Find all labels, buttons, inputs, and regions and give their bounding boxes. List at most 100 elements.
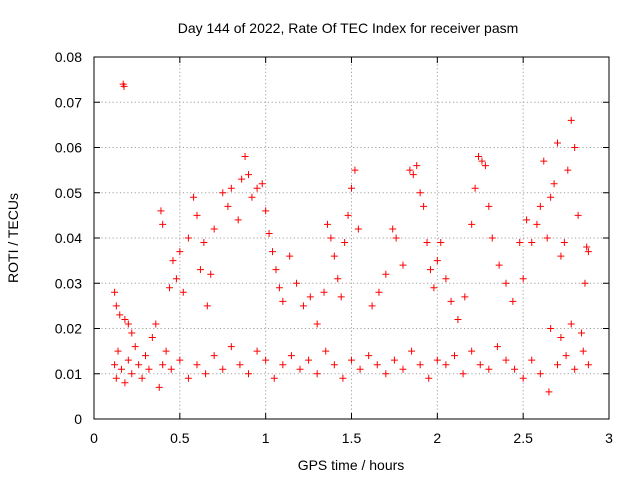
y-tick-label: 0.03 — [55, 275, 82, 291]
data-point — [279, 361, 287, 369]
data-point — [128, 370, 136, 378]
data-point — [528, 239, 536, 247]
data-point — [519, 374, 527, 382]
data-point — [323, 220, 331, 228]
chart-title: Day 144 of 2022, Rate Of TEC Index for r… — [178, 20, 519, 36]
data-point — [116, 311, 124, 319]
data-point — [245, 171, 252, 179]
data-point — [545, 388, 553, 396]
data-point — [488, 234, 496, 242]
data-point — [320, 288, 328, 296]
data-point — [193, 361, 201, 369]
data-point — [253, 184, 261, 192]
data-point — [382, 270, 390, 278]
data-point — [416, 361, 424, 369]
data-point — [176, 356, 184, 364]
data-point — [121, 379, 129, 387]
data-point — [227, 343, 235, 351]
x-axis-ticks: 0 0.5 1 1.5 2 2.5 3 — [90, 57, 613, 446]
data-point — [451, 352, 458, 360]
data-point — [219, 365, 227, 373]
data-point — [584, 361, 592, 369]
x-tick-label: 0.5 — [170, 430, 190, 446]
data-point — [476, 361, 484, 369]
data-points — [111, 80, 592, 396]
data-point — [433, 257, 441, 265]
x-tick-label: 1.5 — [342, 430, 362, 446]
data-point — [485, 202, 493, 210]
x-tick-label: 1 — [262, 430, 270, 446]
data-point — [509, 297, 517, 305]
data-point — [399, 261, 407, 269]
x-tick-label: 0 — [90, 430, 98, 446]
data-point — [536, 202, 544, 210]
data-point — [120, 82, 128, 90]
data-point — [567, 320, 575, 328]
data-point — [299, 302, 307, 310]
data-point — [207, 270, 215, 278]
data-point — [112, 302, 120, 310]
data-point — [234, 216, 242, 224]
data-point — [533, 220, 541, 228]
data-point — [131, 343, 139, 351]
data-point — [339, 374, 347, 382]
y-axis-ticks: 0 0.01 0.02 0.03 0.04 0.05 0.06 0.07 0.08 — [55, 49, 609, 427]
data-point — [502, 279, 510, 287]
data-point — [351, 166, 359, 174]
data-point — [258, 180, 266, 188]
data-point — [447, 297, 455, 305]
data-point — [382, 370, 390, 378]
data-point — [389, 225, 397, 233]
y-tick-label: 0.01 — [55, 366, 82, 382]
data-point — [554, 361, 561, 369]
data-point — [293, 279, 301, 287]
data-point — [337, 293, 345, 301]
y-tick-label: 0.06 — [55, 140, 82, 156]
data-point — [272, 266, 280, 274]
data-point — [578, 329, 586, 337]
data-point — [313, 320, 321, 328]
data-point — [224, 202, 232, 210]
data-point — [437, 239, 445, 247]
data-point — [454, 315, 462, 323]
data-point — [279, 297, 287, 305]
data-point — [245, 370, 252, 378]
data-point — [583, 243, 591, 251]
y-tick-label: 0.08 — [55, 49, 82, 65]
data-point — [334, 275, 342, 283]
data-point — [148, 334, 156, 342]
data-point — [157, 207, 165, 215]
data-point — [413, 162, 421, 170]
data-point — [511, 365, 519, 373]
data-point — [584, 248, 592, 256]
data-point — [536, 370, 544, 378]
data-point — [200, 239, 208, 247]
data-point — [581, 279, 589, 287]
data-point — [408, 347, 416, 355]
data-point — [547, 193, 555, 201]
data-point — [540, 157, 548, 165]
data-point — [423, 239, 431, 247]
x-axis-label: GPS time / hours — [298, 457, 405, 473]
data-point — [468, 347, 476, 355]
data-point — [547, 325, 555, 332]
data-point — [375, 288, 383, 296]
data-point — [275, 284, 283, 292]
data-point — [523, 216, 531, 224]
data-point — [348, 184, 355, 192]
data-point — [236, 361, 244, 369]
data-point — [169, 257, 177, 265]
data-point — [124, 320, 132, 328]
x-tick-label: 2.5 — [513, 430, 533, 446]
data-point — [162, 347, 170, 355]
data-point — [167, 365, 175, 373]
x-tick-label: 2 — [433, 430, 441, 446]
data-point — [305, 356, 313, 364]
data-point — [571, 365, 579, 373]
data-point — [184, 234, 192, 242]
data-point — [368, 302, 376, 310]
data-point — [519, 275, 527, 283]
data-point — [516, 239, 524, 247]
data-point — [433, 356, 441, 364]
data-point — [562, 352, 570, 360]
